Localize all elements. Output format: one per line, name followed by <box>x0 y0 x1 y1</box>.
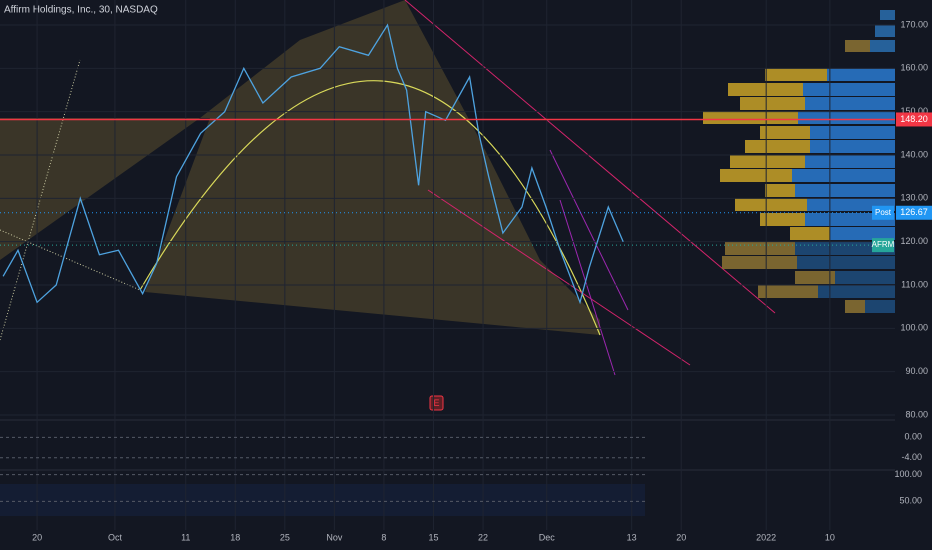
x-tick-label: 8 <box>381 532 386 542</box>
x-tick-label: Oct <box>108 532 123 542</box>
price-tag: Post <box>875 208 892 217</box>
y-tick-label: 150.00 <box>900 106 928 116</box>
x-tick-label: 2022 <box>756 532 776 542</box>
y-tick-label: 120.00 <box>900 236 928 246</box>
y-tick-label: 100.00 <box>900 323 928 333</box>
y-tick-label: 160.00 <box>900 63 928 73</box>
x-tick-label: 22 <box>478 532 488 542</box>
x-tick-label: 20 <box>676 532 686 542</box>
y-tick-label: 130.00 <box>900 193 928 203</box>
x-tick-label: Dec <box>539 532 556 542</box>
price-label-bg <box>896 112 932 127</box>
x-tick-label: 13 <box>627 532 637 542</box>
price-tag-bg <box>872 238 894 253</box>
y-tick-label: 80.00 <box>905 409 928 419</box>
y-tick-label: 90.00 <box>905 366 928 376</box>
y-tick-label: 170.00 <box>900 19 928 29</box>
panel-tick-label: 0.00 <box>904 432 922 442</box>
panel-tick-label: 50.00 <box>899 496 922 506</box>
panel-tick-label: 100.00 <box>894 469 922 479</box>
x-tick-label: 15 <box>428 532 438 542</box>
y-tick-label: 110.00 <box>901 279 928 289</box>
x-tick-label: 10 <box>825 532 835 542</box>
x-tick-label: 11 <box>181 532 190 542</box>
price-tag: AFRM <box>872 240 895 249</box>
chart-title: Affirm Holdings, Inc., 30, NASDAQ <box>4 5 158 16</box>
earnings-letter: E <box>433 398 439 408</box>
price-label: 126.67 <box>900 207 928 217</box>
price-line <box>2 23 624 305</box>
osc-band <box>0 484 645 516</box>
price-label: 148.20 <box>900 114 928 124</box>
price-label-bg <box>896 205 932 220</box>
volume-profile <box>703 10 895 313</box>
x-tick-label: 20 <box>32 532 42 542</box>
x-tick-label: 18 <box>230 532 240 542</box>
x-tick-label: 25 <box>280 532 290 542</box>
x-tick-label: Nov <box>326 532 343 542</box>
price-tag-bg <box>872 205 894 220</box>
y-tick-label: 140.00 <box>900 149 928 159</box>
drawings <box>0 0 776 376</box>
panel-tick-label: -4.00 <box>901 452 922 462</box>
